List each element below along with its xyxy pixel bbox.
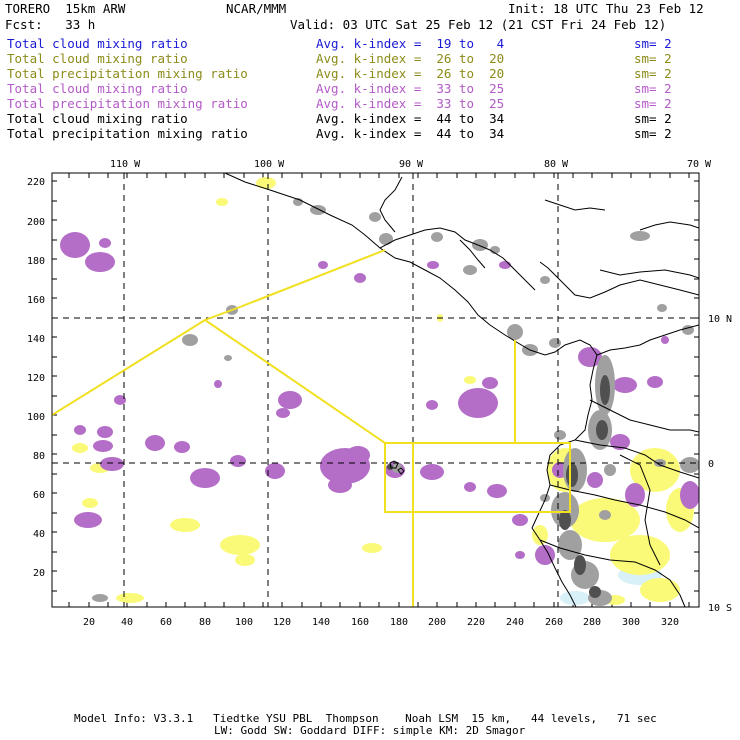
grid-y-label: 40 xyxy=(33,529,45,540)
lon-label: 110 W xyxy=(110,159,141,170)
lat-label: 0 xyxy=(708,459,714,470)
grid-x-label: 220 xyxy=(467,617,485,628)
grid-y-label: 80 xyxy=(33,451,45,462)
lon-label: 70 W xyxy=(687,159,712,170)
legend-field: Total precipitation mixing ratio xyxy=(7,126,248,141)
grid-x-label: 140 xyxy=(312,617,330,628)
lat-label: 10 N xyxy=(708,314,732,325)
legend-kindex: Avg. k-index = 44 to 34 xyxy=(316,126,505,141)
legend-kindex: Avg. k-index = 19 to 4 xyxy=(316,36,505,51)
legend-smoothing: sm= 2 xyxy=(634,126,672,141)
grid-x-label: 240 xyxy=(506,617,524,628)
grid-x-label: 20 xyxy=(83,617,95,628)
legend-kindex: Avg. k-index = 44 to 34 xyxy=(316,111,505,126)
legend-smoothing: sm= 2 xyxy=(634,81,672,96)
legend-field: Total cloud mixing ratio xyxy=(7,51,188,66)
grid-x-label: 160 xyxy=(351,617,369,628)
grid-y-labels: 220 200 180 160 140 120 100 80 60 40 20 xyxy=(27,177,45,579)
latitude-labels: 10 N 0 10 S xyxy=(708,314,732,614)
longitude-labels: 110 W 100 W 90 W 80 W 70 W xyxy=(110,159,712,170)
legend-smoothing: sm= 2 xyxy=(634,111,672,126)
map-frame xyxy=(51,172,700,608)
lon-label: 90 W xyxy=(399,159,424,170)
grid-y-label: 120 xyxy=(27,373,45,384)
grid-y-label: 220 xyxy=(27,177,45,188)
graticule xyxy=(52,173,699,607)
grid-y-label: 60 xyxy=(33,490,45,501)
grid-x-label: 80 xyxy=(199,617,211,628)
grid-x-label: 100 xyxy=(235,617,253,628)
legend-kindex: Avg. k-index = 26 to 20 xyxy=(316,51,505,66)
grid-y-label: 200 xyxy=(27,217,45,228)
grid-y-label: 140 xyxy=(27,334,45,345)
grid-y-label: 180 xyxy=(27,256,45,267)
grid-y-label: 160 xyxy=(27,295,45,306)
grid-x-label: 280 xyxy=(583,617,601,628)
purple-field xyxy=(60,232,699,565)
legend-kindex: Avg. k-index = 26 to 20 xyxy=(316,66,505,81)
init-time: Init: 18 UTC Thu 23 Feb 12 xyxy=(508,1,704,16)
domain-outline xyxy=(52,249,571,607)
grid-x-label: 320 xyxy=(661,617,679,628)
legend-field: Total cloud mixing ratio xyxy=(7,81,188,96)
grid-x-label: 40 xyxy=(121,617,133,628)
grid-x-label: 200 xyxy=(428,617,446,628)
legend-smoothing: sm= 2 xyxy=(634,51,672,66)
organization-label: NCAR/MMM xyxy=(226,1,287,16)
model-title: TORERO 15km ARW xyxy=(5,1,126,16)
grid-y-label: 100 xyxy=(27,412,45,423)
forecast-hour: Fcst: 33 h xyxy=(5,17,96,32)
footer-model-info: Model Info: V3.3.1 Tiedtke YSU PBL Thomp… xyxy=(74,712,657,725)
legend-kindex: Avg. k-index = 33 to 25 xyxy=(316,96,505,111)
legend-smoothing: sm= 2 xyxy=(634,96,672,111)
valid-time: Valid: 03 UTC Sat 25 Feb 12 (21 CST Fri … xyxy=(290,17,667,32)
gray-field xyxy=(92,198,699,606)
lat-label: 10 S xyxy=(708,603,732,614)
grid-x-label: 260 xyxy=(545,617,563,628)
grid-x-label: 120 xyxy=(273,617,291,628)
grid-y-label: 20 xyxy=(33,568,45,579)
lon-label: 100 W xyxy=(254,159,285,170)
legend-smoothing: sm= 2 xyxy=(634,66,672,81)
legend-field: Total cloud mixing ratio xyxy=(7,36,188,51)
grid-x-label: 60 xyxy=(160,617,172,628)
grid-x-labels: 20 40 60 80 100 120 140 160 180 200 220 … xyxy=(83,617,679,628)
grid-x-label: 300 xyxy=(622,617,640,628)
legend-field: Total cloud mixing ratio xyxy=(7,111,188,126)
lon-label: 80 W xyxy=(544,159,569,170)
grid-x-label: 180 xyxy=(390,617,408,628)
coastlines xyxy=(224,173,699,607)
legend-field: Total precipitation mixing ratio xyxy=(7,66,248,81)
legend-smoothing: sm= 2 xyxy=(634,36,672,51)
footer-physics-info: LW: Godd SW: Goddard DIFF: simple KM: 2D… xyxy=(214,724,526,737)
legend-field: Total precipitation mixing ratio xyxy=(7,96,248,111)
legend-kindex: Avg. k-index = 33 to 25 xyxy=(316,81,505,96)
